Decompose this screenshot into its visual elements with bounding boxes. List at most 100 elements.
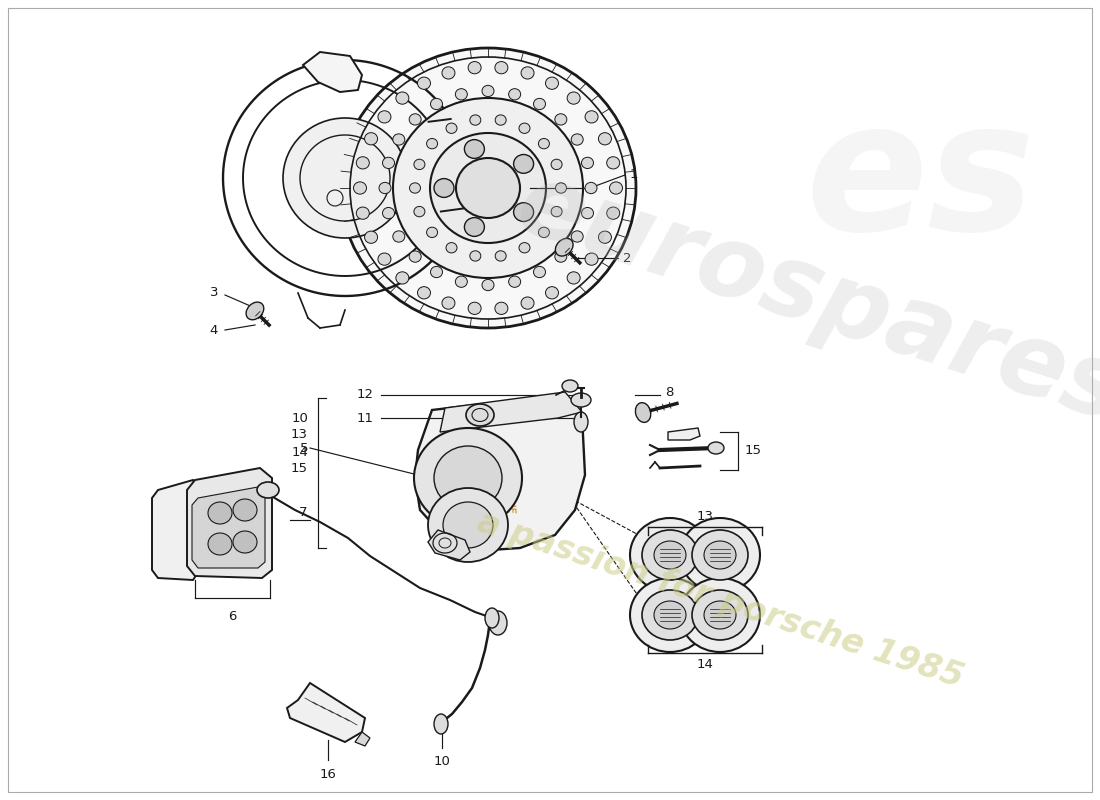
Ellipse shape [379, 182, 390, 194]
Ellipse shape [582, 207, 594, 218]
Ellipse shape [409, 251, 421, 262]
Text: 15: 15 [745, 445, 762, 458]
Ellipse shape [470, 250, 481, 261]
Text: 2: 2 [623, 251, 631, 265]
Ellipse shape [562, 380, 578, 392]
Ellipse shape [233, 531, 257, 553]
Ellipse shape [654, 601, 686, 629]
Polygon shape [302, 52, 362, 92]
Ellipse shape [514, 202, 534, 222]
Ellipse shape [427, 227, 438, 238]
Ellipse shape [514, 154, 534, 174]
Ellipse shape [353, 182, 366, 194]
Ellipse shape [456, 158, 520, 218]
Ellipse shape [585, 110, 598, 123]
Text: a passion for porsche 1985: a passion for porsche 1985 [473, 506, 967, 694]
Polygon shape [287, 683, 365, 742]
Text: 10: 10 [433, 755, 450, 768]
Ellipse shape [364, 231, 377, 243]
Ellipse shape [455, 89, 468, 100]
Ellipse shape [495, 250, 506, 261]
Ellipse shape [568, 92, 580, 104]
Ellipse shape [428, 488, 508, 562]
Ellipse shape [521, 297, 535, 309]
Ellipse shape [519, 242, 530, 253]
Ellipse shape [546, 77, 559, 90]
Ellipse shape [356, 207, 370, 219]
Ellipse shape [585, 253, 598, 266]
Ellipse shape [257, 482, 279, 498]
Ellipse shape [208, 533, 232, 555]
Ellipse shape [378, 253, 390, 266]
Ellipse shape [383, 158, 395, 169]
Ellipse shape [434, 714, 448, 734]
Ellipse shape [356, 157, 370, 169]
Ellipse shape [364, 133, 377, 145]
Ellipse shape [414, 428, 522, 528]
Ellipse shape [469, 302, 481, 314]
Ellipse shape [418, 77, 430, 90]
Ellipse shape [393, 98, 583, 278]
Ellipse shape [246, 302, 264, 320]
Ellipse shape [551, 159, 562, 170]
Ellipse shape [704, 541, 736, 569]
Ellipse shape [482, 279, 494, 290]
Text: 1: 1 [630, 169, 638, 182]
Ellipse shape [434, 178, 454, 198]
Polygon shape [440, 392, 582, 432]
Ellipse shape [490, 611, 507, 635]
Ellipse shape [409, 114, 421, 125]
Ellipse shape [418, 286, 430, 299]
Ellipse shape [519, 123, 530, 134]
Ellipse shape [680, 578, 760, 652]
Ellipse shape [409, 183, 420, 193]
Ellipse shape [630, 518, 710, 592]
Ellipse shape [534, 266, 546, 278]
Ellipse shape [571, 393, 591, 407]
Ellipse shape [396, 272, 409, 284]
Ellipse shape [442, 297, 455, 309]
Text: 6: 6 [228, 610, 236, 623]
Text: 12: 12 [358, 389, 374, 402]
Ellipse shape [568, 272, 580, 284]
Ellipse shape [434, 446, 502, 510]
Ellipse shape [414, 159, 425, 170]
Ellipse shape [508, 89, 520, 100]
Ellipse shape [636, 402, 651, 422]
Text: 10: 10 [292, 411, 308, 425]
Ellipse shape [466, 404, 494, 426]
Ellipse shape [383, 207, 395, 218]
Ellipse shape [609, 182, 623, 194]
Text: 5: 5 [299, 442, 308, 454]
Ellipse shape [396, 92, 409, 104]
Ellipse shape [692, 530, 748, 580]
Text: es: es [805, 92, 1035, 268]
Ellipse shape [446, 242, 456, 253]
Ellipse shape [551, 206, 562, 217]
Ellipse shape [574, 412, 589, 432]
Ellipse shape [642, 530, 698, 580]
Ellipse shape [582, 158, 594, 169]
Text: 8: 8 [666, 386, 673, 398]
Polygon shape [355, 732, 370, 746]
Ellipse shape [554, 114, 566, 125]
Ellipse shape [598, 133, 612, 145]
Ellipse shape [585, 182, 597, 194]
Ellipse shape [340, 48, 636, 328]
Text: 14: 14 [292, 446, 308, 458]
Text: 11: 11 [358, 411, 374, 425]
Ellipse shape [642, 590, 698, 640]
Ellipse shape [469, 62, 481, 74]
Text: 4: 4 [210, 323, 218, 337]
Text: 15: 15 [292, 462, 308, 474]
Ellipse shape [521, 67, 535, 79]
Ellipse shape [538, 227, 549, 238]
Ellipse shape [442, 67, 455, 79]
Polygon shape [152, 480, 197, 580]
Ellipse shape [598, 231, 612, 243]
Polygon shape [428, 530, 470, 560]
Ellipse shape [630, 578, 710, 652]
Ellipse shape [464, 218, 484, 236]
Ellipse shape [571, 231, 583, 242]
Text: 3: 3 [209, 286, 218, 299]
